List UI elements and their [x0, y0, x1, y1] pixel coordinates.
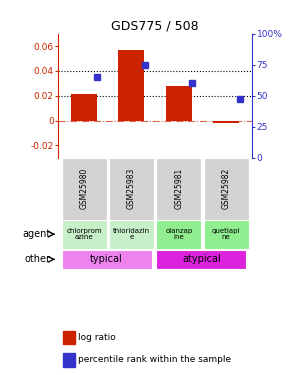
- Text: olanzap
ine: olanzap ine: [165, 228, 193, 240]
- Text: agent: agent: [23, 229, 51, 239]
- Bar: [61, 250, 152, 269]
- Bar: [156, 220, 201, 249]
- Text: thioridazin
e: thioridazin e: [113, 228, 150, 240]
- Bar: [213, 120, 239, 123]
- Text: atypical: atypical: [182, 254, 221, 264]
- Bar: [166, 86, 192, 120]
- Text: GSM25982: GSM25982: [222, 168, 231, 209]
- Bar: [156, 250, 246, 269]
- Bar: [61, 220, 106, 249]
- Text: GSM25983: GSM25983: [127, 168, 136, 209]
- Text: percentile rank within the sample: percentile rank within the sample: [78, 356, 231, 364]
- Title: GDS775 / 508: GDS775 / 508: [111, 20, 199, 33]
- Text: chlorprom
azine: chlorprom azine: [66, 228, 102, 240]
- Bar: [71, 94, 97, 120]
- Bar: [109, 220, 154, 249]
- Bar: [63, 331, 75, 344]
- Bar: [61, 158, 106, 220]
- Bar: [63, 353, 75, 367]
- Bar: [204, 158, 249, 220]
- Bar: [118, 50, 144, 120]
- Text: other: other: [25, 254, 51, 264]
- Text: typical: typical: [90, 254, 123, 264]
- Bar: [109, 158, 154, 220]
- Text: GSM25980: GSM25980: [79, 168, 88, 209]
- Bar: [204, 220, 249, 249]
- Text: quetiapi
ne: quetiapi ne: [212, 228, 240, 240]
- Text: log ratio: log ratio: [78, 333, 116, 342]
- Text: GSM25981: GSM25981: [174, 168, 183, 209]
- Bar: [156, 158, 201, 220]
